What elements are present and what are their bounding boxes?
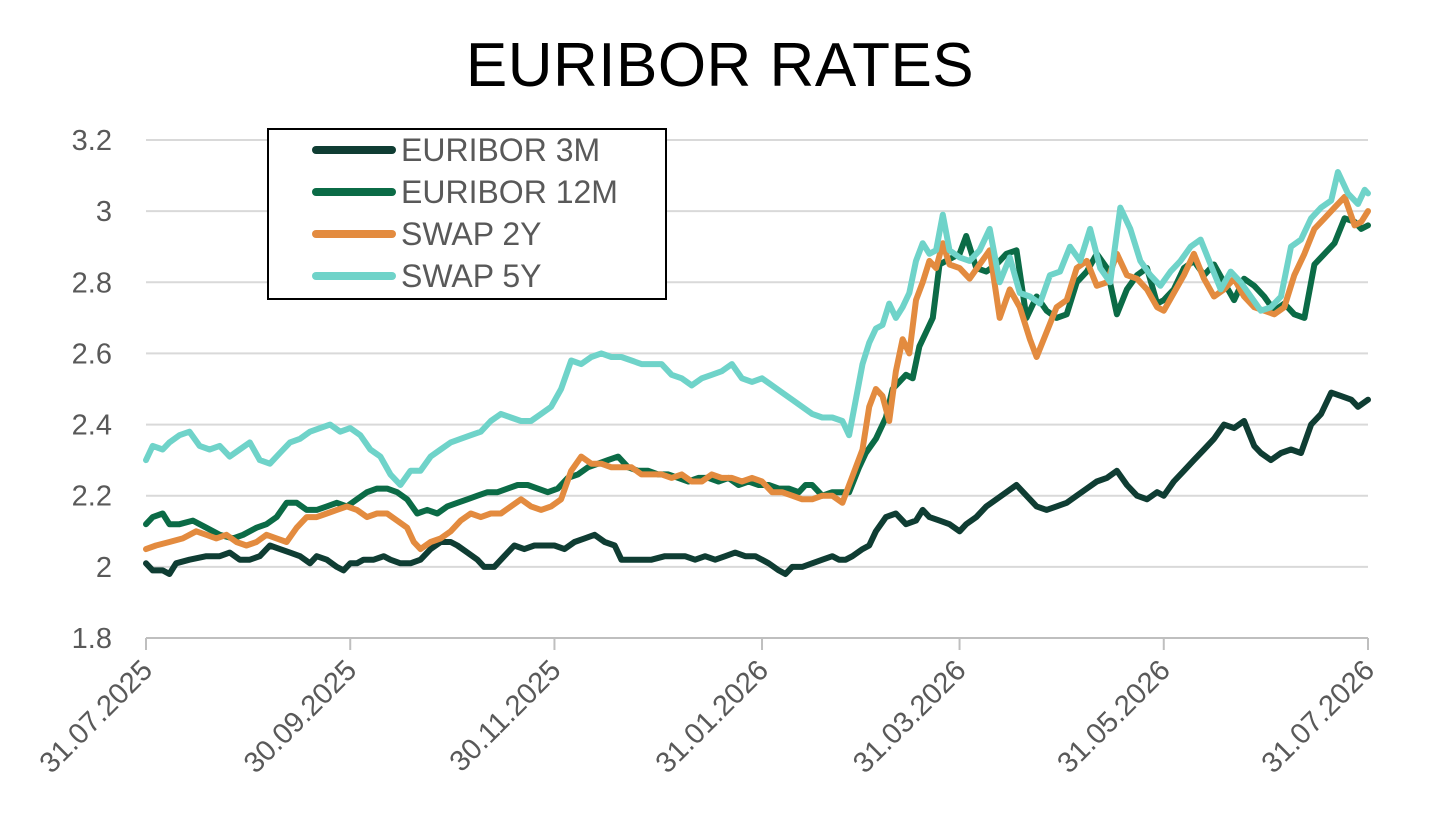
legend-box xyxy=(267,128,667,300)
legend-label-euribor-3m: EURIBOR 3M xyxy=(401,132,600,168)
legend-label-euribor-12m: EURIBOR 12M xyxy=(401,174,618,210)
y-tick-label: 3.2 xyxy=(72,125,112,157)
series-lines xyxy=(143,169,1371,577)
legend-label-swap-2y: SWAP 2Y xyxy=(401,216,542,252)
legend: EURIBOR 3M EURIBOR 12M SWAP 2Y SWAP 5Y xyxy=(267,128,667,300)
x-tick-label: 31.07.2025 xyxy=(34,654,159,779)
x-tick-label: 30.11.2025 xyxy=(444,654,568,778)
y-tick-label: 2.4 xyxy=(72,410,112,442)
chart-title: EURIBOR RATES xyxy=(465,31,975,100)
x-tick-label: 30.09.2025 xyxy=(238,654,363,779)
y-tick-label: 2.6 xyxy=(72,338,112,370)
legend-label-swap-5y: SWAP 5Y xyxy=(401,258,542,294)
y-tick-label: 1.8 xyxy=(72,623,112,655)
series-line-euribor-12m xyxy=(143,215,1371,542)
y-tick-label: 2.2 xyxy=(72,481,112,513)
y-tick-label: 2.8 xyxy=(72,267,112,299)
series-line-swap-5y xyxy=(143,169,1371,488)
series-line-euribor-3m xyxy=(143,389,1371,577)
x-tick-label: 31.05.2026 xyxy=(1051,654,1176,779)
series-line-swap-2y xyxy=(143,193,1371,553)
y-tick-label: 2 xyxy=(96,552,112,584)
x-tick-label: 31.01.2026 xyxy=(650,654,775,779)
x-tick-label: 31.07.2026 xyxy=(1256,654,1381,779)
y-tick-label: 3 xyxy=(96,196,112,228)
x-tick-label: 31.03.2026 xyxy=(847,654,972,779)
